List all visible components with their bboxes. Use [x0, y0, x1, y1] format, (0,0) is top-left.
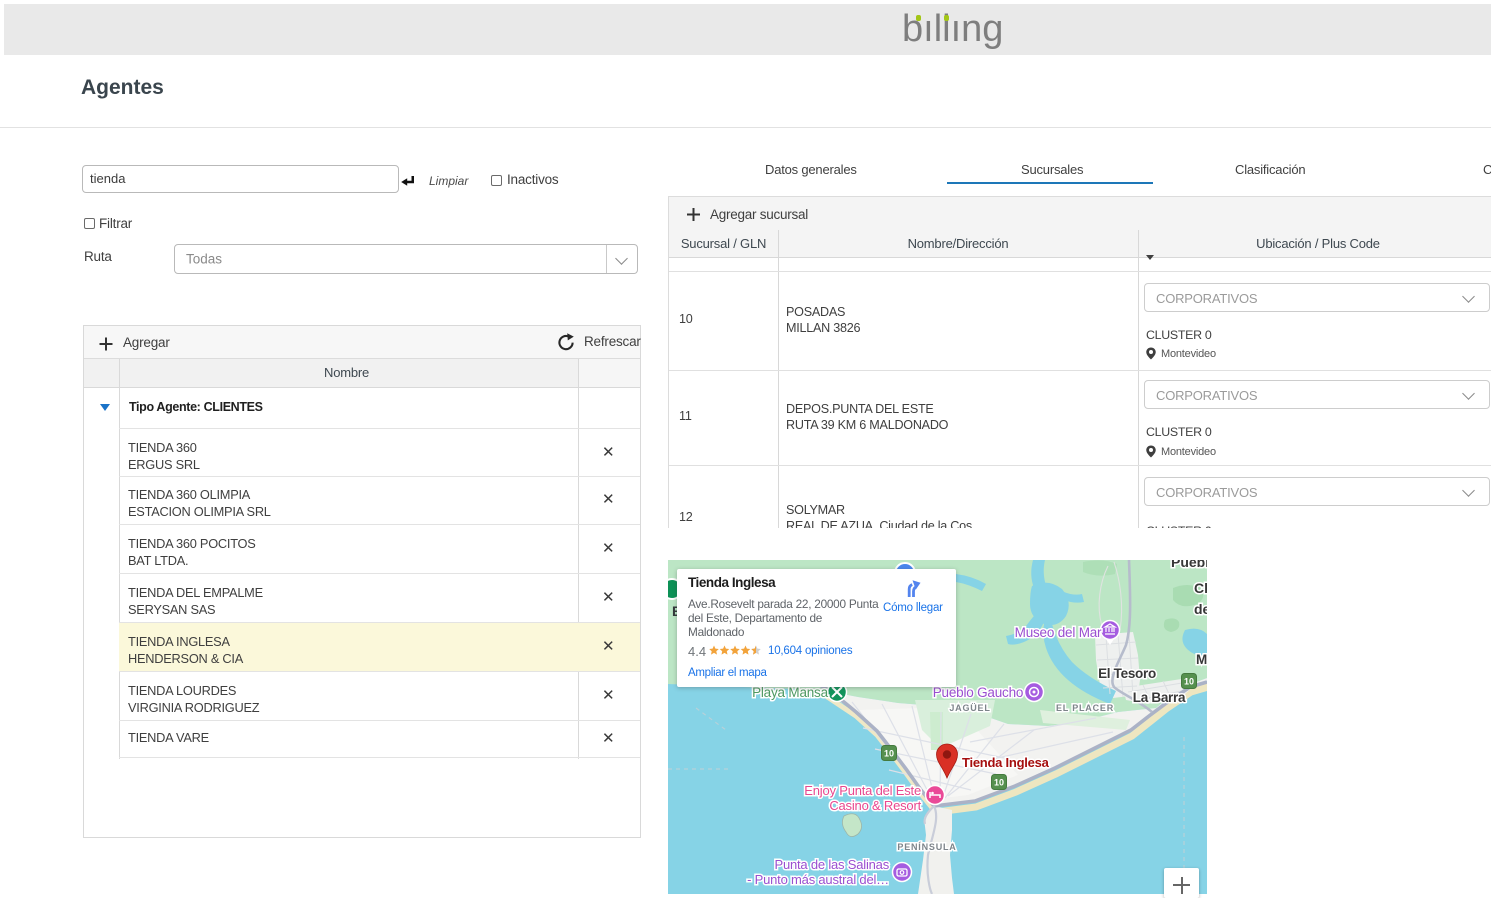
svg-text:El Tesoro: El Tesoro — [1098, 666, 1156, 681]
svg-text:Mana: Mana — [1196, 652, 1207, 667]
svg-text:Enjoy Punta del Este: Enjoy Punta del Este — [804, 783, 921, 798]
svg-text:E: E — [672, 603, 681, 619]
svg-text:EL PLACER: EL PLACER — [1056, 703, 1114, 713]
svg-text:La Barra: La Barra — [1133, 690, 1186, 705]
svg-text:PENÍNSULA: PENÍNSULA — [897, 842, 956, 852]
svg-text:Punta de las Salinas: Punta de las Salinas — [774, 857, 889, 872]
svg-text:Museo del Mar: Museo del Mar — [1015, 625, 1102, 640]
svg-text:10: 10 — [994, 778, 1004, 788]
svg-text:Pueblo Gaucho: Pueblo Gaucho — [933, 685, 1023, 700]
svg-text:Pueblo: Pueblo — [1171, 560, 1207, 570]
svg-text:Tienda Inglesa: Tienda Inglesa — [962, 755, 1050, 770]
svg-text:JAGÜEL: JAGÜEL — [949, 703, 990, 713]
svg-text:Club: Club — [1194, 580, 1207, 596]
svg-text:de: de — [1194, 601, 1207, 617]
svg-text:- Punto más austral del…: - Punto más austral del… — [747, 872, 889, 887]
svg-text:10: 10 — [1184, 677, 1194, 687]
svg-text:Casino & Resort: Casino & Resort — [829, 798, 921, 813]
svg-text:10: 10 — [884, 749, 894, 759]
svg-text:Playa Mansa: Playa Mansa — [752, 685, 829, 700]
